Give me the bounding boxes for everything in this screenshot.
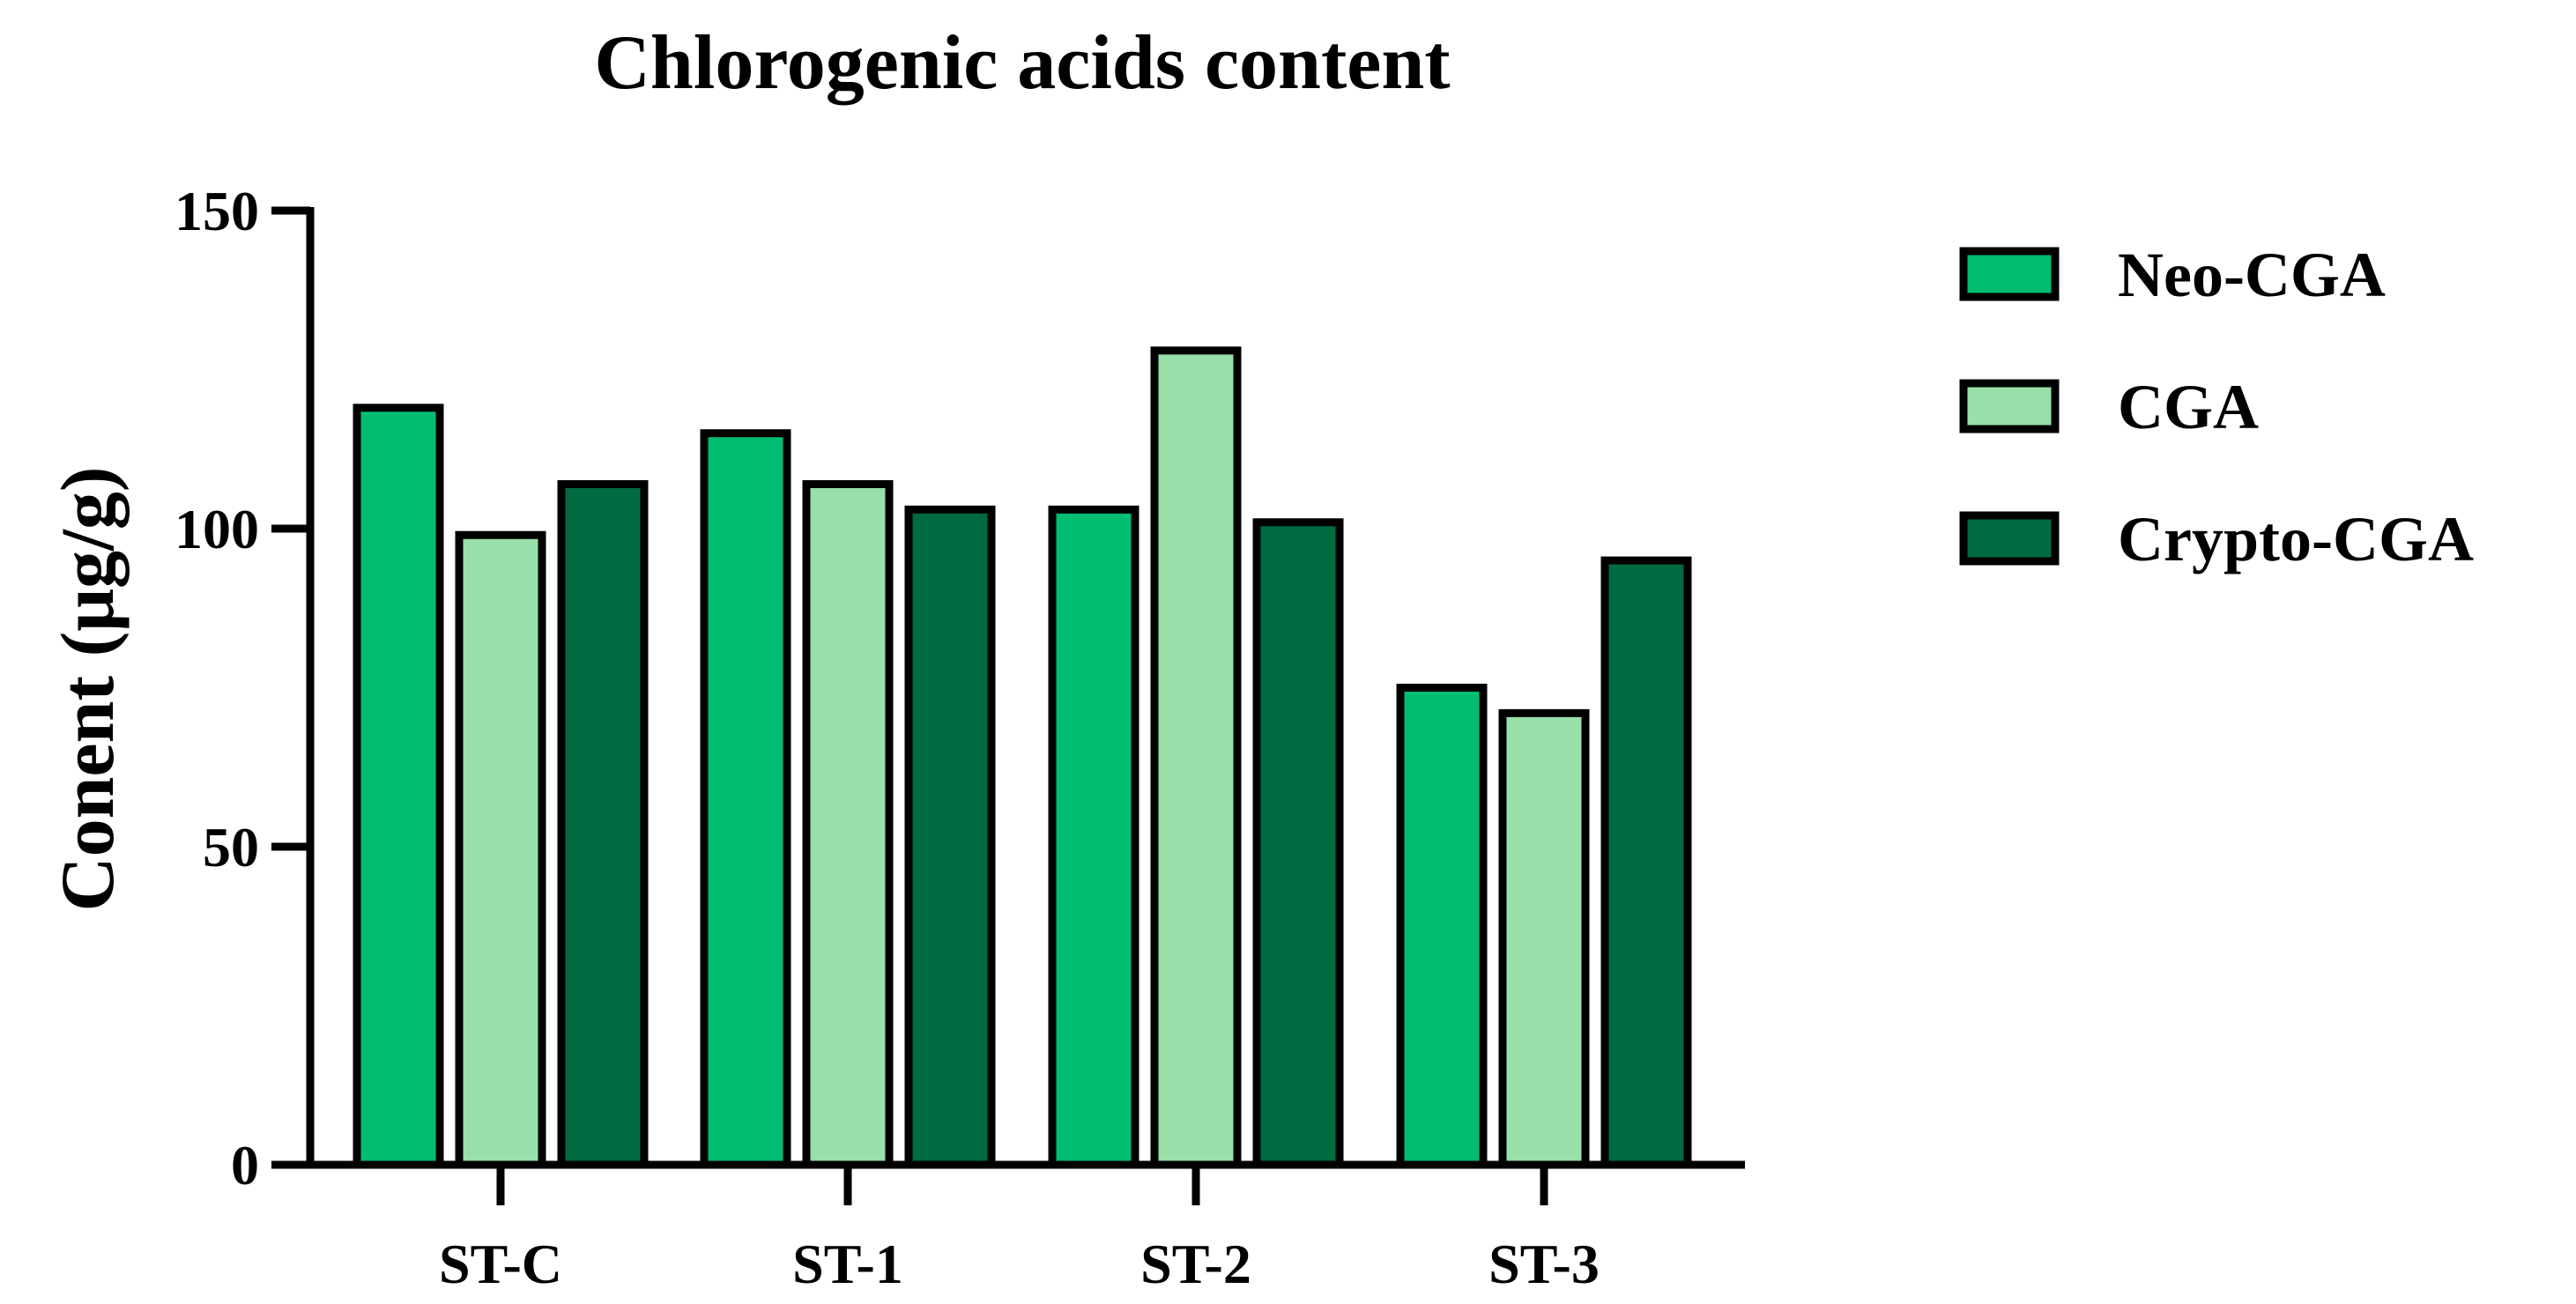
x-tick-label: ST-C [439, 1233, 562, 1295]
bars-layer [353, 346, 1692, 1169]
bar-crypto-cga-st-1 [904, 505, 996, 1169]
bar-crypto-cga-st-c [557, 479, 649, 1169]
y-tick-label: 150 [174, 180, 259, 242]
y-axis-label: Conent (μg/g) [45, 467, 130, 912]
x-tick-label: ST-3 [1488, 1233, 1600, 1295]
bar-neo-cga-st-1 [700, 429, 791, 1169]
bar-neo-cga-st-2 [1048, 505, 1140, 1169]
x-tick-label: ST-2 [1140, 1233, 1251, 1295]
legend-label-neo-cga: Neo-CGA [2118, 240, 2386, 310]
bar-neo-cga-st-3 [1396, 684, 1488, 1169]
legend-swatch-neo-cga [1959, 247, 2060, 301]
legend-swatch-crypto-cga [1959, 511, 2060, 566]
y-tick-label: 0 [231, 1134, 259, 1197]
y-tick-label: 50 [203, 816, 259, 878]
bar-cga-st-c [455, 530, 546, 1169]
bar-neo-cga-st-c [353, 404, 444, 1169]
bar-cga-st-3 [1498, 708, 1590, 1169]
y-tick-label: 100 [174, 498, 259, 560]
bar-cga-st-1 [802, 479, 894, 1169]
chart-title: Chlorogenic acids content [594, 20, 1450, 106]
bar-crypto-cga-st-3 [1600, 556, 1692, 1169]
x-tick-label: ST-1 [792, 1233, 903, 1295]
bar-crypto-cga-st-2 [1252, 518, 1344, 1169]
axes-layer: 0 50 100 150 ST-C ST-1 ST-2 ST-3 [174, 180, 1745, 1295]
legend-label-cga: CGA [2118, 372, 2259, 442]
legend-label-crypto-cga: Crypto-CGA [2118, 504, 2474, 574]
legend-swatch-cga [1959, 379, 2060, 433]
bar-cga-st-2 [1150, 346, 1242, 1169]
legend: Neo-CGA CGA Crypto-CGA [1959, 240, 2474, 574]
